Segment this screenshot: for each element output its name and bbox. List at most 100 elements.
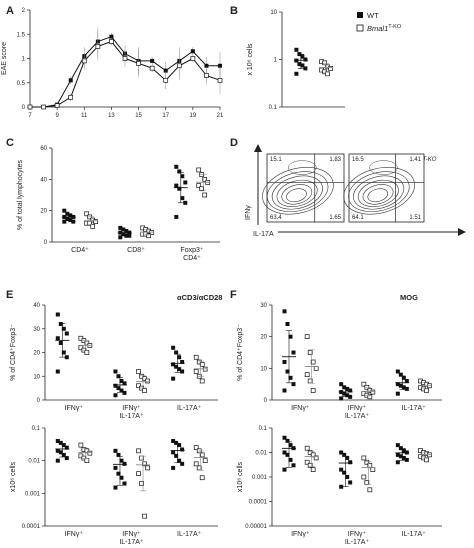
point-wt (395, 391, 400, 396)
point-ko (304, 372, 310, 378)
point-wt (113, 383, 118, 388)
point-wt (177, 169, 182, 174)
panel-letter-a: A (6, 5, 14, 17)
point-ko (196, 465, 202, 471)
category-label: IFNγ⁺ (122, 405, 141, 412)
point-wt (348, 394, 353, 399)
point-ko (78, 442, 84, 448)
point-wt (119, 379, 124, 383)
point-ko (307, 350, 313, 355)
y-tick-label: 0.00001 (245, 524, 267, 530)
flow-quadrant-value: 16.5 (352, 157, 364, 163)
panel-letter-f: F (230, 289, 237, 301)
y-tick-label: 0 (264, 398, 268, 404)
point-ko (199, 362, 205, 367)
point-ko (87, 450, 93, 456)
point-wt (171, 438, 176, 443)
category-label: IL-17A⁺ (119, 539, 144, 546)
point-wt (116, 374, 121, 379)
point-wt (118, 225, 123, 230)
flow-xlabel: IL-17A (253, 231, 274, 238)
point-wt (64, 445, 69, 450)
panel-letter-d: D (230, 137, 238, 149)
point-ko (367, 394, 373, 400)
point-ko (122, 56, 128, 61)
point-wt (288, 457, 293, 462)
point-wt (113, 485, 118, 490)
flow-contour-wt (281, 184, 313, 205)
point-wt (180, 461, 185, 466)
point-ko (193, 369, 199, 374)
point-wt (64, 456, 69, 461)
point-ko (193, 445, 199, 451)
point-wt (348, 480, 353, 485)
point-ko (90, 223, 96, 229)
point-wt (404, 386, 409, 391)
point-wt (174, 440, 179, 445)
point-wt (58, 341, 63, 345)
point-ko (93, 219, 99, 224)
legend-ko-gene: Bmal1 (367, 24, 388, 33)
annotation-e: αCD3/αCD28 (177, 293, 222, 302)
y-tick-label: 1.5 (17, 32, 26, 38)
point-ko (81, 58, 87, 64)
y-tick-label: 10 (270, 10, 277, 16)
x-tick-label: 17 (162, 113, 169, 119)
y-tick-label: 2 (22, 8, 26, 14)
point-wt (395, 382, 400, 387)
y-axis-label: % of CD4⁺Foxp3⁻ (237, 324, 244, 381)
point-ko (136, 60, 141, 66)
point-ko (313, 455, 319, 461)
legend: WT Bmal1T-KO (356, 11, 402, 33)
point-wt (291, 382, 296, 387)
point-wt (282, 388, 287, 393)
y-tick-label: 0.1 (32, 426, 41, 432)
point-ko (199, 186, 205, 192)
point-wt (64, 331, 69, 336)
point-ko (142, 461, 147, 467)
point-wt (401, 375, 406, 380)
point-ko (136, 383, 141, 389)
point-wt (121, 227, 126, 232)
point-wt (62, 208, 67, 213)
y-tick-label: 0.5 (17, 81, 26, 87)
point-wt (345, 393, 350, 398)
point-ko (84, 458, 90, 464)
point-wt (395, 452, 400, 457)
point-ko (310, 388, 316, 393)
x-tick-label: 15 (135, 113, 142, 119)
point-wt (345, 475, 350, 479)
y-tick-label: 20 (33, 351, 40, 357)
point-wt (303, 57, 308, 62)
flow-contour-ko (357, 179, 399, 208)
point-wt (297, 62, 302, 67)
point-wt (342, 452, 347, 457)
y-tick-label: 0.1 (269, 105, 278, 111)
point-ko (199, 452, 205, 458)
point-wt (121, 232, 126, 237)
point-wt (171, 376, 176, 381)
point-wt (345, 455, 350, 460)
point-ko (199, 475, 205, 481)
point-wt (177, 355, 182, 360)
point-wt (55, 369, 60, 374)
point-wt (61, 443, 66, 448)
point-wt (285, 452, 290, 457)
point-wt (288, 443, 293, 448)
flow-contour-ko (362, 184, 394, 205)
point-wt (303, 66, 308, 71)
point-wt (163, 68, 168, 73)
point-ko (196, 359, 202, 365)
point-ko (310, 467, 316, 472)
flow-quadrant-value: 1.51 (409, 215, 421, 221)
flow-contour-wt (271, 175, 323, 210)
y-tick-label: 30 (33, 327, 40, 333)
panel-letter-b: B (230, 5, 238, 17)
point-wt (174, 164, 179, 169)
y-axis-label: x10⁶ cells (237, 461, 244, 492)
point-wt (177, 458, 182, 463)
point-wt (348, 460, 353, 465)
legend-wt-marker (357, 12, 363, 18)
point-ko (142, 376, 147, 381)
x-tick-label: 21 (217, 113, 224, 119)
